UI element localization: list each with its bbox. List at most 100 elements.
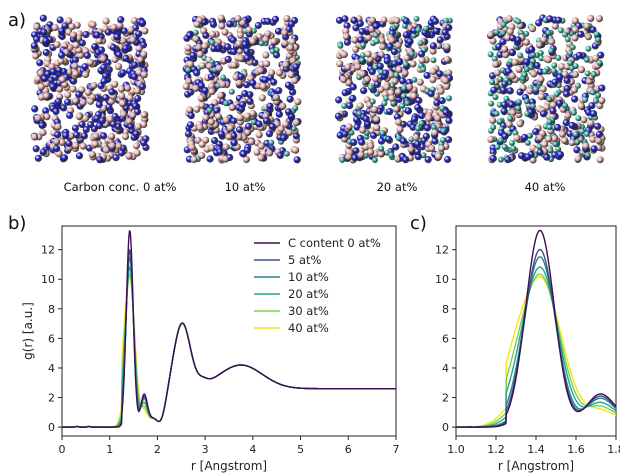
atom: [341, 15, 349, 23]
atom: [595, 15, 603, 23]
x-tick-label: 7: [393, 443, 400, 456]
carbon-atom: [538, 55, 545, 62]
atom: [399, 137, 408, 145]
atom: [86, 58, 94, 67]
atom: [188, 143, 196, 151]
carbon-atom: [579, 128, 586, 135]
atom: [216, 148, 224, 156]
atom: [443, 43, 451, 51]
atom: [237, 73, 245, 81]
atom: [427, 90, 435, 98]
atom: [95, 37, 103, 45]
atom: [245, 26, 253, 34]
atom: [108, 132, 116, 140]
atom: [335, 16, 344, 24]
atom: [275, 87, 283, 95]
atom: [135, 30, 143, 38]
atom: [64, 91, 72, 99]
atom: [590, 145, 598, 153]
atom: [434, 114, 442, 122]
atom: [271, 15, 280, 23]
atom: [505, 120, 513, 128]
atom: [258, 94, 266, 102]
carbon-atom: [507, 115, 514, 122]
carbon-atom: [568, 65, 575, 71]
atom: [51, 23, 59, 32]
carbon-atom: [359, 52, 366, 59]
atom: [38, 121, 46, 129]
atom: [208, 30, 217, 38]
atom: [432, 27, 440, 35]
atom: [381, 69, 390, 77]
atom: [222, 116, 230, 124]
atom: [71, 56, 80, 64]
atom: [598, 84, 606, 92]
atom: [198, 101, 206, 109]
atom: [82, 70, 90, 78]
atom: [500, 101, 508, 109]
atom: [499, 38, 507, 46]
atom: [68, 23, 76, 31]
snapshot-2: [334, 15, 454, 164]
panel-label-c: c): [410, 213, 427, 234]
y-tick-label: 0: [442, 421, 449, 434]
atom: [58, 51, 66, 59]
atom: [501, 132, 509, 140]
x-axis-label: r [Angstrom]: [498, 459, 574, 473]
atom: [364, 34, 373, 42]
atom: [115, 63, 123, 71]
carbon-atom: [595, 36, 602, 43]
carbon-atom: [555, 54, 562, 61]
carbon-atom: [185, 67, 192, 73]
carbon-atom: [446, 95, 452, 102]
atom: [264, 30, 272, 38]
atom: [349, 94, 357, 102]
carbon-atom: [367, 84, 374, 91]
atom: [386, 42, 394, 51]
carbon-atom: [402, 61, 409, 68]
carbon-atom: [553, 91, 560, 98]
carbon-atom: [283, 150, 290, 157]
atom: [445, 24, 453, 32]
atom: [358, 27, 366, 36]
atom: [372, 22, 380, 30]
carbon-atom: [390, 100, 397, 107]
atom: [82, 126, 90, 134]
atom: [62, 131, 70, 139]
atom: [265, 130, 274, 138]
atom: [383, 83, 391, 91]
atom: [202, 114, 210, 122]
atom: [592, 54, 600, 62]
atom: [100, 63, 108, 71]
carbon-atom: [268, 139, 275, 146]
atom: [429, 67, 437, 75]
atom: [396, 125, 404, 133]
atom: [196, 123, 204, 132]
carbon-atom: [404, 100, 411, 107]
atom: [287, 20, 296, 28]
atom: [49, 83, 57, 91]
atom: [556, 73, 564, 81]
carbon-atom: [491, 55, 498, 62]
atom: [53, 144, 61, 153]
atom: [360, 87, 368, 95]
atom: [580, 116, 588, 124]
atom: [285, 108, 293, 116]
atom: [434, 42, 443, 50]
atom: [346, 102, 354, 110]
atom: [418, 56, 426, 64]
atom: [117, 16, 125, 24]
carbon-atom: [526, 132, 533, 139]
atom: [196, 50, 204, 58]
carbon-atom: [551, 62, 558, 69]
carbon-atom: [373, 38, 380, 45]
atom: [373, 124, 381, 132]
atom: [140, 139, 148, 147]
atom: [435, 153, 443, 161]
atom: [573, 146, 581, 154]
atom: [125, 152, 133, 160]
atom: [277, 125, 285, 133]
x-tick-label: 1.0: [447, 443, 465, 456]
atom: [292, 63, 300, 71]
atom: [98, 46, 106, 54]
